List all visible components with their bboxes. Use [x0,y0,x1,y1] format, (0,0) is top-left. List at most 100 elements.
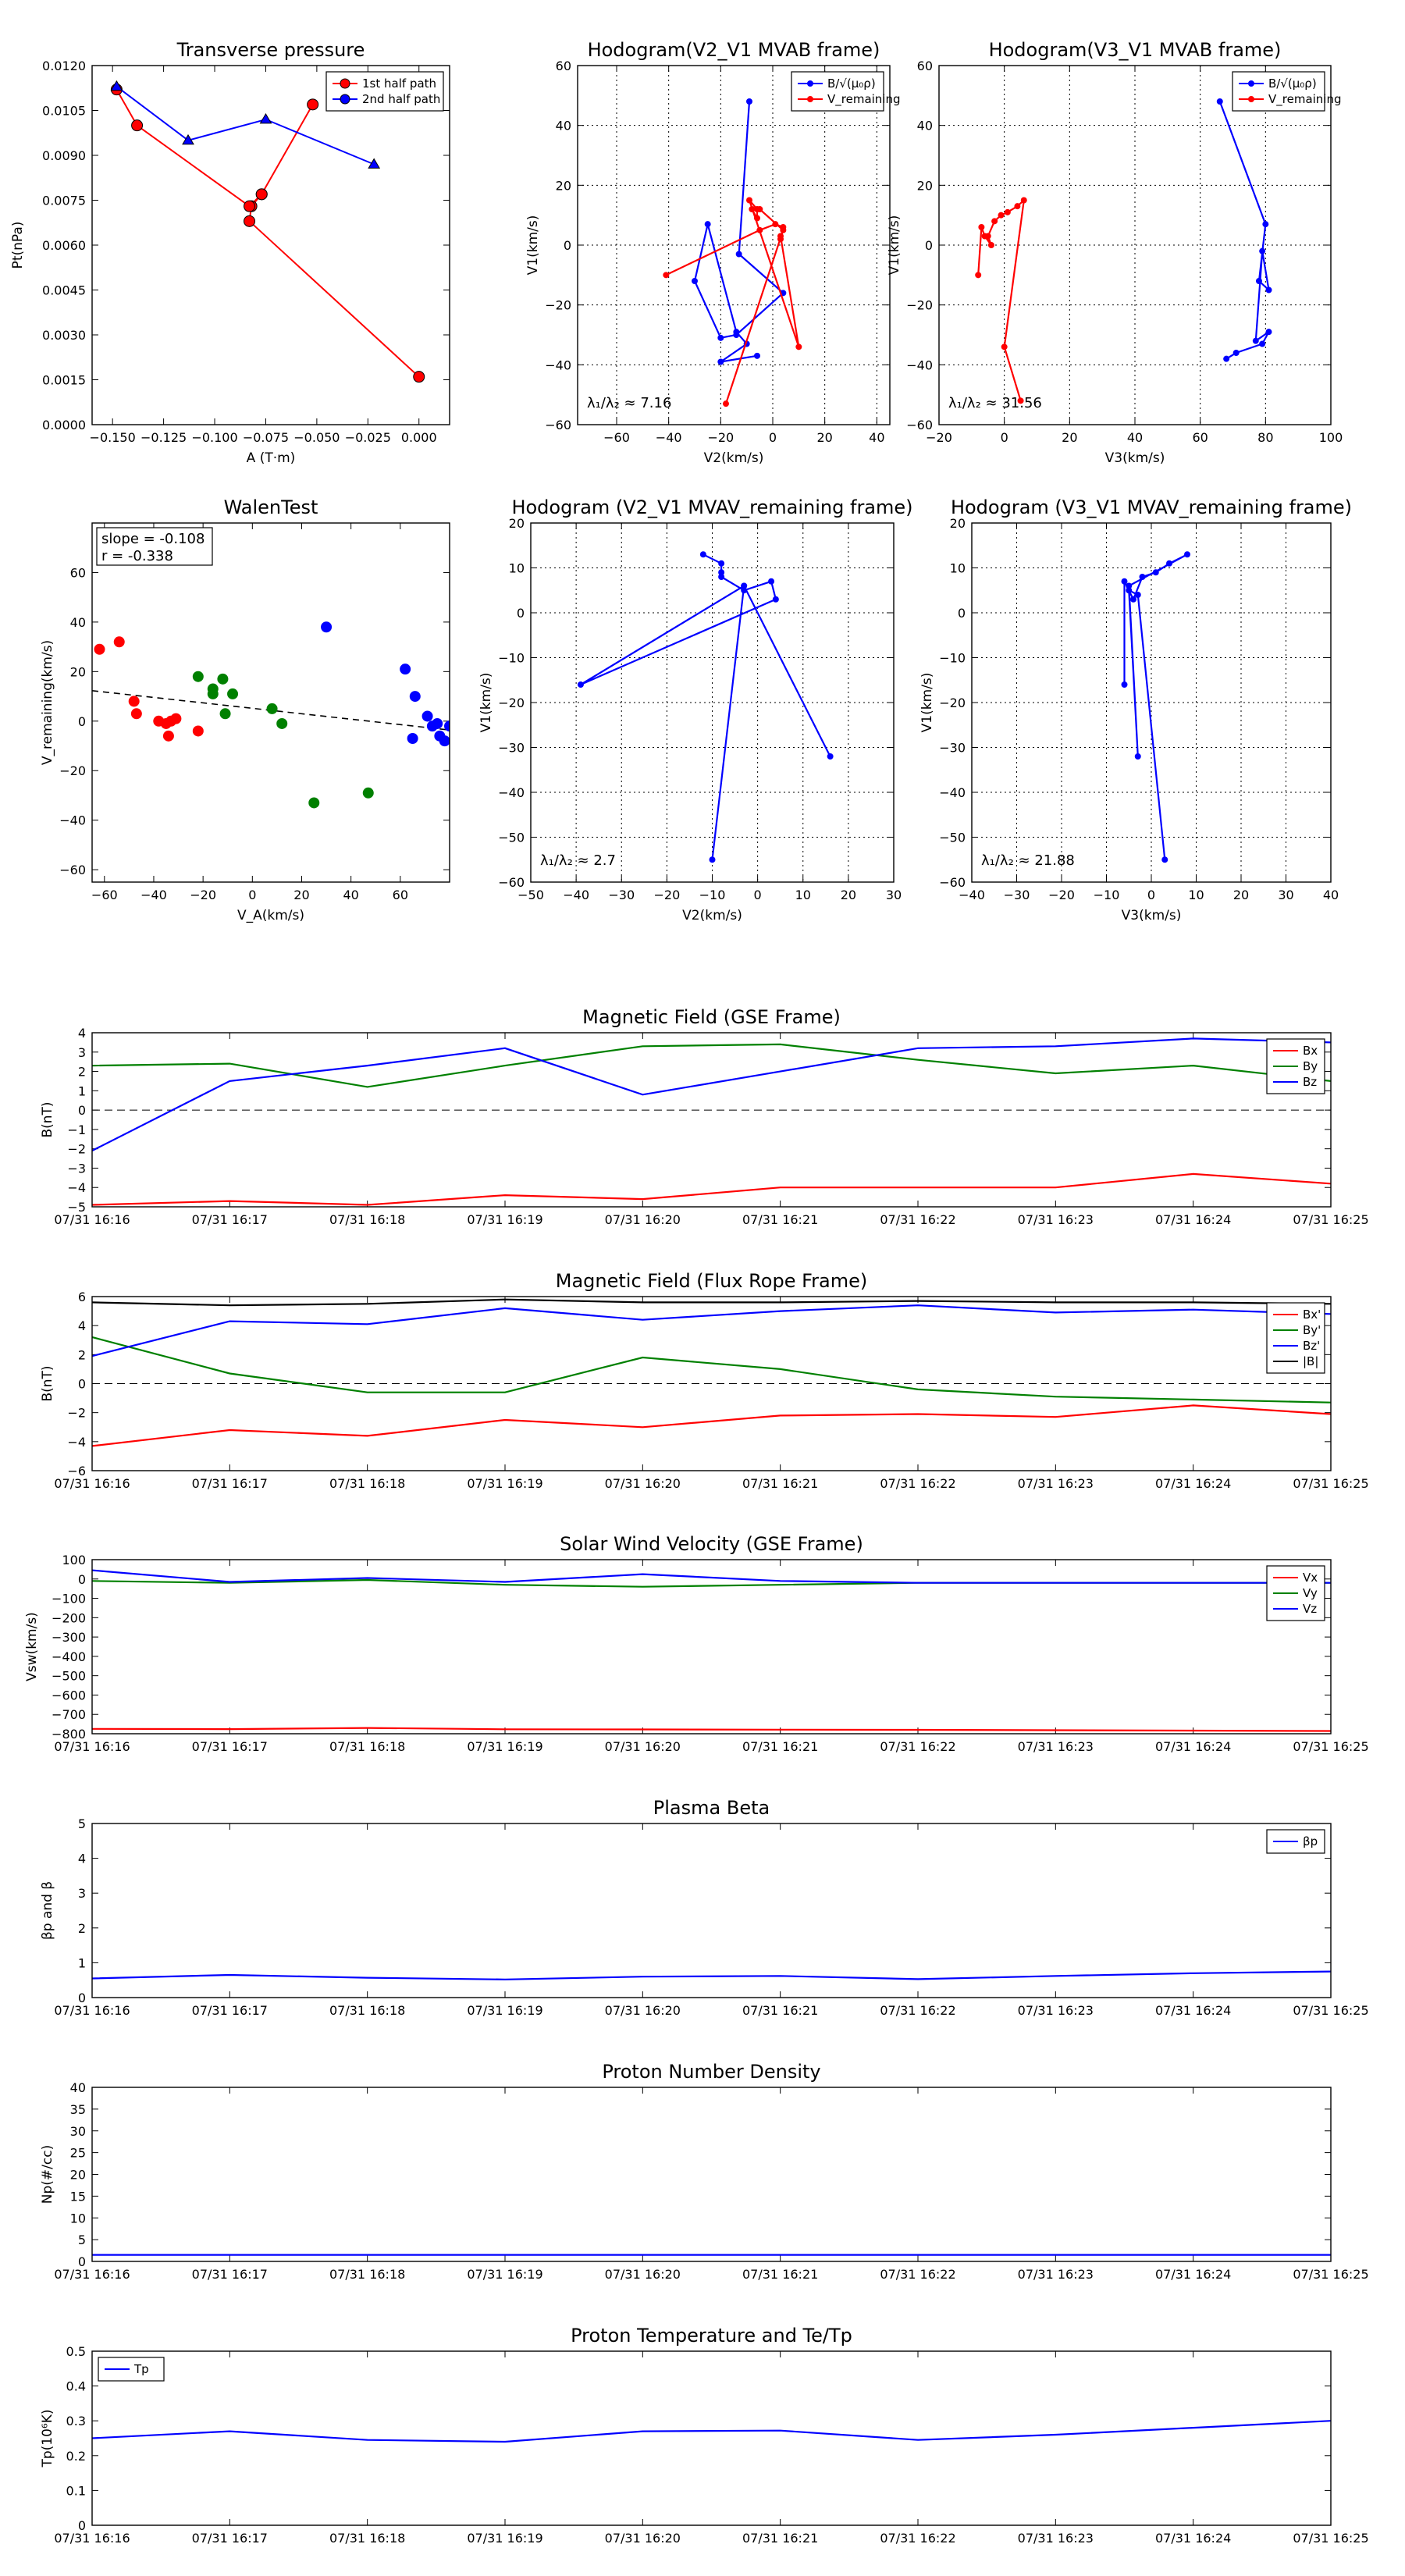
y-tick-label: 0 [78,2254,86,2269]
x-tick-label: 07/31 16:20 [605,2003,681,2018]
y-tick-label: 0 [958,606,966,621]
data-point [998,212,1005,219]
x-tick-label: 07/31 16:24 [1155,1212,1231,1227]
data-point [192,725,204,737]
y-tick-label: 20 [70,2168,86,2183]
x-tick-label: 07/31 16:21 [742,2267,818,2282]
y-tick-label: −700 [52,1707,86,1722]
data-point [704,221,711,228]
y-tick-label: −200 [52,1610,86,1625]
x-tick-label: 07/31 16:16 [54,1476,130,1491]
data-point [413,371,425,383]
x-tick-label: 07/31 16:24 [1155,1476,1231,1491]
y-tick-label: 0.0090 [42,148,86,163]
y-tick-label: −40 [939,785,966,800]
legend-marker [1248,96,1254,102]
y-axis-label: V1(km/s) [887,215,902,276]
x-tick-label: 20 [816,430,832,445]
stats-line: r = -0.338 [101,548,173,564]
data-point [1265,286,1272,294]
y-tick-label: 40 [556,119,571,133]
x-tick-label: 07/31 16:19 [467,2267,542,2282]
y-tick-label: 15 [70,2189,86,2204]
plot-frame [971,522,1332,883]
x-tick-label: 100 [1319,430,1343,445]
x-tick-label: −20 [707,430,734,445]
data-point [577,681,584,688]
data-point [749,206,756,212]
chart-title: WalenTest [224,496,318,518]
x-tick-label: 07/31 16:18 [329,2003,405,2018]
data-point [1265,329,1272,336]
x-tick-label: 07/31 16:23 [1018,2003,1094,2018]
y-tick-label: 60 [556,59,571,73]
y-tick-label: −4 [67,1435,86,1450]
data-point [756,226,763,233]
y-tick-label: −40 [59,813,86,828]
series-line-2 [92,1304,1331,1357]
y-tick-label: 6 [78,1290,86,1304]
x-tick-label: 07/31 16:16 [54,2267,130,2282]
y-axis-label: B(nT) [40,1365,55,1401]
legend-label: Bx' [1303,1308,1321,1322]
series-line-2 [92,1569,1331,1584]
x-tick-label: 60 [393,888,408,902]
chart-title: Proton Number Density [602,2061,820,2083]
data-point [777,233,784,240]
x-tick-label: 07/31 16:20 [605,2267,681,2282]
x-tick-label: −0.150 [90,430,136,445]
data-point [110,80,123,91]
legend-label: By' [1303,1323,1321,1337]
y-tick-label: −1 [67,1123,86,1137]
y-tick-label: −20 [545,298,571,313]
y-tick-label: −2 [67,1142,86,1157]
data-point [735,251,742,258]
y-tick-label: −20 [906,298,933,313]
eigenvalue-ratio-label: λ₁/λ₂ ≈ 31.56 [948,395,1042,411]
legend-label: B/√(μ₀ρ) [827,76,876,91]
plot-frame [91,1823,1332,1998]
y-tick-label: −3 [67,1161,86,1176]
data-point [1014,203,1021,210]
x-tick-label: 07/31 16:23 [1018,1739,1094,1754]
legend-label: Vz [1303,1602,1317,1616]
data-point [182,133,194,145]
data-point [1121,681,1128,688]
x-tick-label: 0 [248,888,256,902]
legend-label: B/√(μ₀ρ) [1268,76,1317,91]
x-tick-label: −10 [1094,888,1120,902]
x-tick-label: −20 [190,888,216,902]
data-point [321,621,333,633]
y-tick-label: 0 [925,238,933,253]
y-tick-label: 4 [78,1026,86,1041]
series-line-1 [92,1043,1331,1088]
y-axis-label: V_remaining(km/s) [40,640,55,765]
x-tick-label: 07/31 16:18 [329,1212,405,1227]
plot-area [92,1970,1331,1980]
y-tick-label: −40 [545,358,571,372]
y-tick-label: −10 [498,651,525,666]
stats-line: slope = -0.108 [101,531,205,547]
y-tick-label: −800 [52,1727,86,1742]
y-tick-label: −40 [906,358,933,372]
x-tick-label: 07/31 16:22 [880,2531,955,2546]
data-point [1161,856,1168,863]
y-tick-label: 40 [70,2080,86,2095]
x-tick-label: 07/31 16:22 [880,2267,955,2282]
plot-frame [91,65,450,425]
y-tick-label: −500 [52,1669,86,1684]
data-point [227,688,239,699]
legend-label: By [1303,1059,1318,1073]
plot-area [92,1298,1331,1447]
x-tick-label: 30 [886,888,902,902]
data-point [1152,569,1159,576]
y-tick-label: −2 [67,1406,86,1421]
data-point [1017,397,1024,404]
y-tick-label: 40 [70,615,86,630]
data-point [1223,355,1230,362]
y-tick-label: 0 [78,1991,86,2005]
x-tick-label: −20 [653,888,680,902]
y-tick-label: −40 [498,785,525,800]
